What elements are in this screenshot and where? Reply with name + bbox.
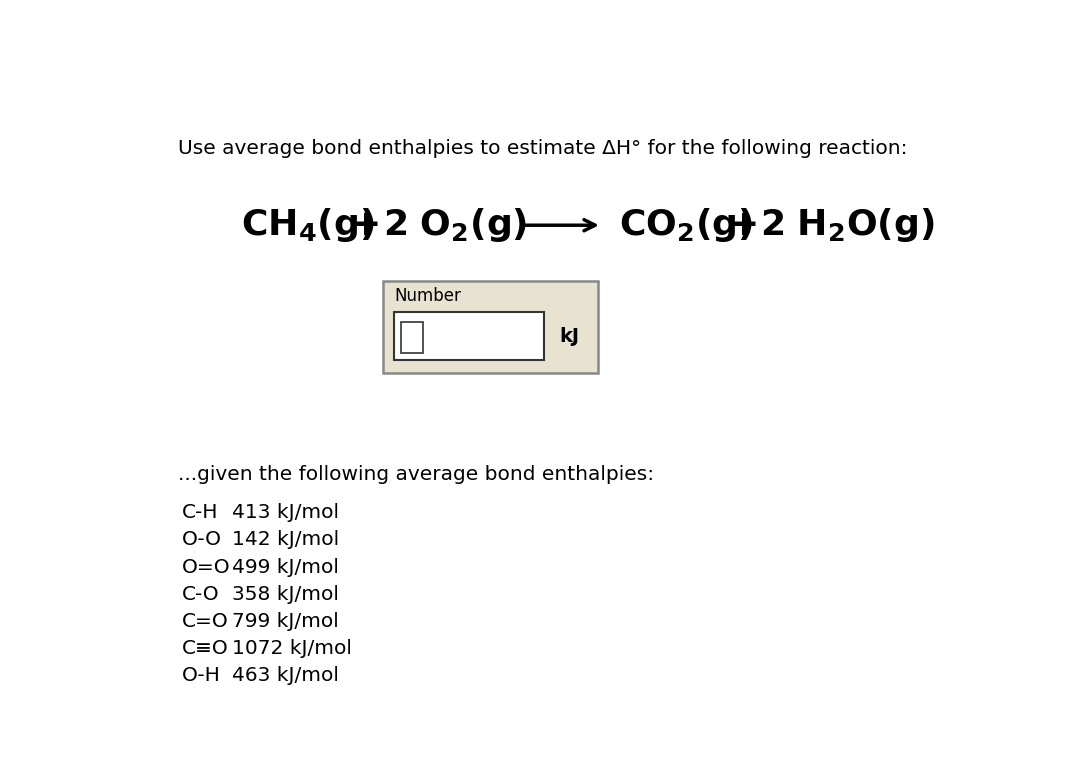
Text: Use average bond enthalpies to estimate ΔH° for the following reaction:: Use average bond enthalpies to estimate … [178, 140, 907, 158]
FancyBboxPatch shape [395, 313, 544, 360]
Text: 413 kJ/mol: 413 kJ/mol [232, 503, 339, 522]
Text: O-O: O-O [182, 531, 222, 549]
FancyBboxPatch shape [401, 322, 423, 353]
Text: 463 kJ/mol: 463 kJ/mol [232, 667, 339, 685]
Text: kJ: kJ [559, 326, 579, 346]
Text: C-O: C-O [182, 584, 219, 604]
Text: C-H: C-H [182, 503, 218, 522]
Text: C=O: C=O [182, 612, 229, 631]
Text: ...given the following average bond enthalpies:: ...given the following average bond enth… [178, 465, 654, 484]
Text: C≡O: C≡O [182, 639, 229, 658]
Text: 358 kJ/mol: 358 kJ/mol [232, 584, 339, 604]
Text: O=O: O=O [182, 558, 230, 577]
Text: $\bf{+}$: $\bf{+}$ [350, 208, 378, 242]
Text: O-H: O-H [182, 667, 220, 685]
Text: $\bf{2\ H_2O(g)}$: $\bf{2\ H_2O(g)}$ [760, 207, 934, 244]
Text: 799 kJ/mol: 799 kJ/mol [232, 612, 339, 631]
Text: 1072 kJ/mol: 1072 kJ/mol [232, 639, 352, 658]
Text: Number: Number [395, 287, 461, 306]
Text: 142 kJ/mol: 142 kJ/mol [232, 531, 339, 549]
Text: $\bf{2\ O_2(g)}$: $\bf{2\ O_2(g)}$ [384, 207, 528, 244]
Text: $\bf{CO_2(g)}$: $\bf{CO_2(g)}$ [619, 207, 752, 244]
Text: $\bf{+}$: $\bf{+}$ [727, 208, 757, 242]
Text: 499 kJ/mol: 499 kJ/mol [232, 558, 339, 577]
FancyBboxPatch shape [384, 281, 597, 373]
Text: $\bf{CH_4(g)}$: $\bf{CH_4(g)}$ [241, 207, 374, 244]
